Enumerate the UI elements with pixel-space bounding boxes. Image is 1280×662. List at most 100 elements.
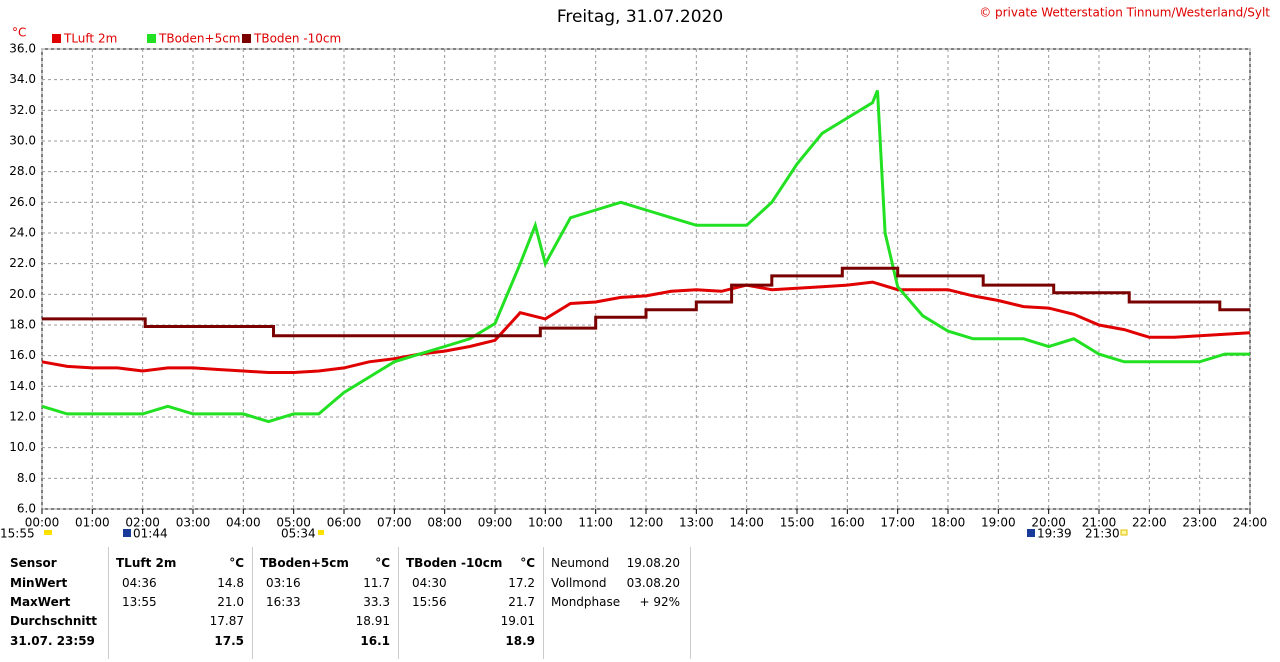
annotation: 15:55 [0,527,35,541]
moon-icon [1027,529,1035,537]
table-cell: 17.5 [214,634,244,648]
annotation: 05:34 [281,527,316,541]
annotation: 01:44 [133,527,168,541]
y-tick-label: 28.0 [9,164,36,178]
separator [252,547,253,659]
series-line [41,280,1251,374]
x-tick-label: 22:00 [1132,516,1167,530]
table-cell: 17.87 [209,614,244,628]
table-cell: 03.08.20 [626,576,680,590]
sun-icon [318,530,324,535]
legend-swatch [242,34,251,43]
x-tick-label: 01:00 [75,516,110,530]
table-cell: Mondphase [551,595,621,609]
table-cell: 17.2 [508,576,535,590]
table-cell: 21.7 [508,595,535,609]
separator [690,547,691,659]
annotation: 21:30 [1085,527,1120,541]
x-tick-label: 00:00 [25,516,60,530]
table-cell: 21.0 [217,595,244,609]
x-tick-label: 13:00 [679,516,714,530]
x-tick-label: 16:00 [830,516,865,530]
y-tick-label: 6.0 [17,502,36,516]
table-cell: + 92% [639,595,680,609]
x-tick-label: 21:00 [1082,516,1117,530]
annotation: 19:39 [1037,527,1072,541]
y-tick-label: 30.0 [9,134,36,148]
x-tick-label: 11:00 [578,516,613,530]
y-tick-label: 16.0 [9,348,36,362]
table-cell: TBoden -10cm [406,556,503,570]
y-tick-label: 32.0 [9,103,36,117]
legend-swatch [52,34,61,43]
sun-icon [44,530,52,535]
y-tick-label: 24.0 [9,226,36,240]
table-cell: Neumond [551,556,610,570]
table-cell: 14.8 [217,576,244,590]
table-cell: 13:55 [122,595,157,609]
table-cell: °C [375,556,390,570]
x-tick-label: 03:00 [176,516,211,530]
series-line [41,89,1250,424]
table-cell: Durchschnitt [10,614,98,628]
table-cell: 31.07. 23:59 [10,634,95,648]
x-tick-label: 02:00 [125,516,160,530]
x-tick-label: 07:00 [377,516,412,530]
table-cell: 15:56 [412,595,447,609]
table-cell: 18.9 [505,634,535,648]
separator [543,547,544,659]
series-line [42,266,1250,338]
table-cell: MinWert [10,576,68,590]
x-tick-label: 12:00 [629,516,664,530]
table-cell: 18.91 [355,614,390,628]
y-tick-label: 26.0 [9,195,36,209]
table-cell: 19.08.20 [626,556,680,570]
x-tick-label: 15:00 [780,516,815,530]
table-cell: °C [229,556,244,570]
x-tick-label: 23:00 [1182,516,1217,530]
table-cell: 03:16 [266,576,301,590]
x-tick-label: 24:00 [1233,516,1268,530]
table-cell: Vollmond [551,576,607,590]
x-tick-label: 20:00 [1031,516,1066,530]
table-cell: 33.3 [363,595,390,609]
table-cell: Sensor [10,556,57,570]
y-tick-label: 20.0 [9,287,36,301]
legend-label: TBoden -10cm [253,32,341,46]
sun-icon [1120,529,1128,536]
y-tick-label: 22.0 [9,256,36,270]
x-tick-label: 08:00 [427,516,462,530]
y-tick-label: 34.0 [9,72,36,86]
table-cell: 19.01 [500,614,535,628]
x-tick-label: 09:00 [478,516,513,530]
x-tick-label: 19:00 [981,516,1016,530]
chart-title: Freitag, 31.07.2020 [557,7,723,27]
y-tick-label: 18.0 [9,318,36,332]
table-cell: 16.1 [360,634,390,648]
x-tick-label: 05:00 [276,516,311,530]
x-tick-label: 18:00 [931,516,966,530]
y-unit: °C [12,26,26,40]
table-cell: 16:33 [266,595,301,609]
y-tick-label: 10.0 [9,440,36,454]
legend-label: TLuft 2m [63,32,117,46]
legend-swatch [147,34,156,43]
separator [108,547,109,659]
separator [398,547,399,659]
chart: Freitag, 31.07.2020 © private Wetterstat… [0,6,1270,541]
table-cell: 11.7 [363,576,390,590]
y-tick-label: 12.0 [9,410,36,424]
table-cell: 04:36 [122,576,157,590]
table-cell: TLuft 2m [116,556,177,570]
legend-label: TBoden+5cm [158,32,241,46]
y-tick-label: 14.0 [9,379,36,393]
table-cell: 04:30 [412,576,447,590]
x-tick-label: 17:00 [880,516,915,530]
x-tick-label: 04:00 [226,516,261,530]
table-cell: MaxWert [10,595,71,609]
x-tick-label: 10:00 [528,516,563,530]
x-tick-label: 06:00 [327,516,362,530]
table-cell: TBoden+5cm [260,556,349,570]
x-tick-label: 14:00 [729,516,764,530]
